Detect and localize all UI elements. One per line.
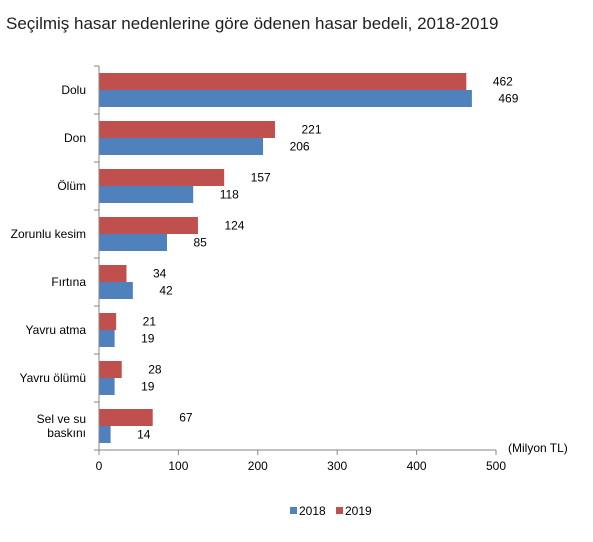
- value-label-2018: 14: [137, 428, 151, 442]
- bar-2019: [99, 361, 122, 378]
- category-label: baskını: [47, 426, 86, 440]
- bar-2019: [99, 217, 198, 234]
- value-label-2018: 85: [193, 236, 207, 250]
- bar-2019: [99, 409, 153, 426]
- x-tick-label: 0: [96, 459, 103, 473]
- value-label-2019: 34: [153, 267, 167, 281]
- category-label: Dolu: [61, 83, 86, 97]
- value-label-2018: 19: [141, 380, 155, 394]
- bar-2018: [99, 330, 115, 347]
- x-tick-label: 500: [486, 459, 506, 473]
- chart-title: Seçilmiş hasar nedenlerine göre ödenen h…: [6, 14, 499, 33]
- x-tick-label: 300: [327, 459, 347, 473]
- chart-axes: [94, 65, 497, 455]
- value-label-2019: 124: [224, 219, 244, 233]
- category-label: Yavru atma: [26, 323, 87, 337]
- category-label: Ölüm: [57, 179, 86, 193]
- chart-category-labels: Dolu Don Ölüm Zorunlu kesim Fırtına Yavru atm…: [11, 83, 87, 440]
- legend-label-2018: 2018: [299, 504, 326, 518]
- bar-2018: [99, 378, 115, 395]
- chart-bars: [99, 73, 472, 443]
- bar-2018: [99, 234, 167, 251]
- bar-2019: [99, 169, 225, 186]
- category-label: Sel ve su: [37, 412, 86, 426]
- x-tick-label: 100: [168, 459, 188, 473]
- category-label: Fırtına: [51, 275, 86, 289]
- category-label: Zorunlu kesim: [11, 227, 86, 241]
- bar-2019: [99, 121, 275, 138]
- bar-2018: [99, 90, 472, 107]
- category-label: Don: [64, 131, 86, 145]
- x-tick-label: 200: [248, 459, 268, 473]
- value-label-2018: 206: [290, 140, 310, 154]
- legend-swatch-2019: [336, 507, 343, 514]
- x-tick-label: 400: [407, 459, 427, 473]
- value-label-2018: 42: [159, 284, 173, 298]
- value-label-2019: 28: [148, 363, 162, 377]
- bar-2019: [99, 265, 127, 282]
- bar-2019: [99, 73, 467, 90]
- chart-tick-labels: 0 100 200 300 400 500: [96, 459, 507, 473]
- value-label-2019: 462: [493, 75, 513, 89]
- chart-legend: 2018 2019: [290, 504, 372, 518]
- bar-2018: [99, 282, 133, 299]
- bar-2018: [99, 138, 264, 155]
- value-label-2018: 19: [141, 332, 155, 346]
- value-label-2019: 67: [179, 411, 193, 425]
- bar-2018: [99, 426, 111, 443]
- value-label-2018: 118: [220, 188, 239, 202]
- value-label-2018: 469: [498, 92, 518, 106]
- bar-2019: [99, 313, 117, 330]
- chart-value-labels: 462 469 221 206 157 118 124 85 34 42 21 19 28 19 67 14: [137, 75, 519, 442]
- value-label-2019: 157: [251, 171, 271, 185]
- value-label-2019: 221: [301, 123, 321, 137]
- legend-label-2019: 2019: [345, 504, 372, 518]
- category-label: Yavru ölümü: [20, 371, 86, 385]
- legend-swatch-2018: [290, 507, 297, 514]
- bar-2018: [99, 186, 194, 203]
- value-label-2019: 21: [143, 315, 157, 329]
- x-axis-unit-label: (Milyon TL): [508, 441, 568, 455]
